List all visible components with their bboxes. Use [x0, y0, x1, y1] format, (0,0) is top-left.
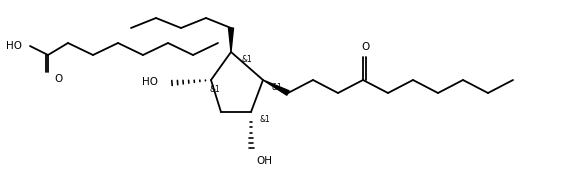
Text: &1: &1	[271, 84, 282, 93]
Polygon shape	[228, 28, 234, 52]
Text: &1: &1	[259, 116, 270, 125]
Text: OH: OH	[256, 156, 272, 166]
Text: O: O	[361, 42, 369, 52]
Text: &1: &1	[241, 56, 252, 65]
Text: &1: &1	[209, 85, 220, 93]
Polygon shape	[263, 80, 289, 95]
Text: HO: HO	[6, 41, 22, 51]
Text: HO: HO	[142, 77, 158, 87]
Text: O: O	[54, 74, 62, 84]
